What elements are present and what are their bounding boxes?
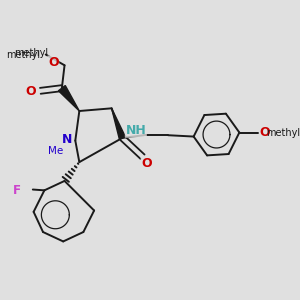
Text: methyl: methyl <box>6 50 40 59</box>
Polygon shape <box>112 108 125 139</box>
Text: methyl: methyl <box>14 48 48 58</box>
Text: O: O <box>26 85 36 98</box>
Text: O: O <box>48 56 58 69</box>
Text: NH: NH <box>125 124 146 137</box>
Text: methyl: methyl <box>266 128 300 137</box>
Text: N: N <box>62 133 72 146</box>
Text: Me: Me <box>47 146 63 156</box>
Text: O: O <box>260 126 270 139</box>
Text: O: O <box>141 157 152 170</box>
Text: F: F <box>13 184 21 197</box>
Polygon shape <box>58 85 79 111</box>
